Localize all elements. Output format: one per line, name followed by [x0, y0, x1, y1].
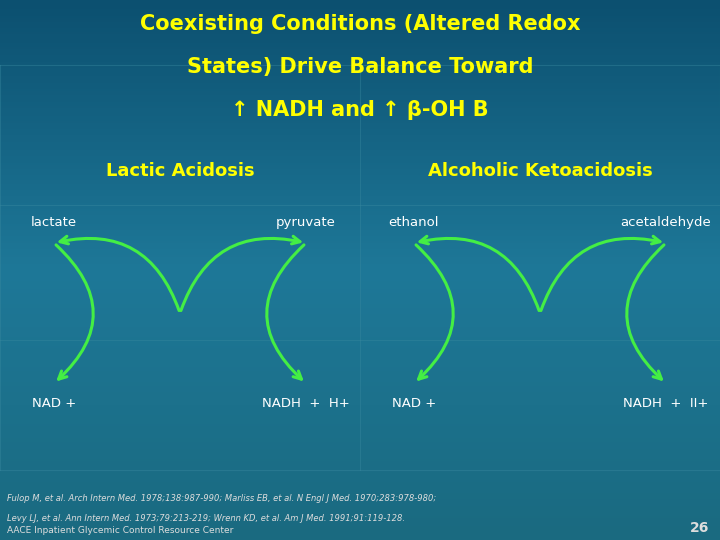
- Text: Levy LJ, et al. Ann Intern Med. 1973;79:213-219; Wrenn KD, et al. Am J Med. 1991: Levy LJ, et al. Ann Intern Med. 1973;79:…: [7, 514, 405, 523]
- Text: lactate: lactate: [31, 217, 77, 230]
- Text: AACE Inpatient Glycemic Control Resource Center: AACE Inpatient Glycemic Control Resource…: [7, 525, 233, 535]
- Text: ethanol: ethanol: [389, 217, 439, 230]
- Text: Lactic Acidosis: Lactic Acidosis: [106, 162, 254, 180]
- Text: 26: 26: [690, 521, 709, 535]
- Text: NAD +: NAD +: [392, 397, 436, 410]
- Text: Coexisting Conditions (Altered Redox: Coexisting Conditions (Altered Redox: [140, 14, 580, 33]
- Text: States) Drive Balance Toward: States) Drive Balance Toward: [186, 57, 534, 77]
- Text: Alcoholic Ketoacidosis: Alcoholic Ketoacidosis: [428, 162, 652, 180]
- Text: acetaldehyde: acetaldehyde: [621, 217, 711, 230]
- Text: Fulop M, et al. Arch Intern Med. 1978;138:987-990; Marliss EB, et al. N Engl J M: Fulop M, et al. Arch Intern Med. 1978;13…: [7, 494, 436, 503]
- Text: NAD +: NAD +: [32, 397, 76, 410]
- Text: ↑ NADH and ↑ β-OH B: ↑ NADH and ↑ β-OH B: [231, 100, 489, 120]
- Text: pyruvate: pyruvate: [276, 217, 336, 230]
- Text: NADH  +  II+: NADH + II+: [624, 397, 708, 410]
- Text: NADH  +  H+: NADH + H+: [262, 397, 350, 410]
